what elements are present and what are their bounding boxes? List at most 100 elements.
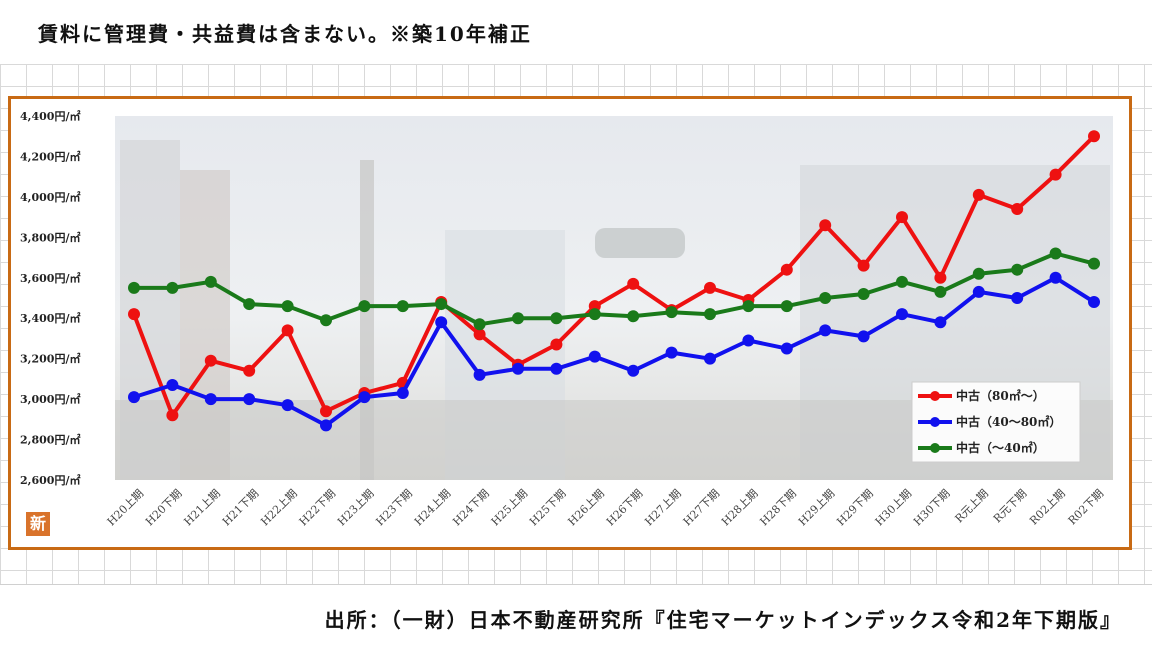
x-tick-label: H30下期 (911, 487, 952, 528)
logo-badge: 新 (26, 512, 50, 536)
series-0-point (972, 188, 985, 201)
series-0-point (166, 409, 179, 422)
series-2-point (896, 275, 908, 288)
x-tick-label: H30上期 (873, 487, 914, 528)
series-2-point (1049, 247, 1062, 260)
x-tick-label: R02上期 (1027, 487, 1068, 528)
series-1-point (281, 399, 294, 412)
series-2-point (473, 318, 486, 331)
series-0-point (896, 211, 908, 224)
series-1-point (1011, 292, 1024, 304)
series-0-point (704, 281, 716, 294)
x-tick-label: H29上期 (796, 487, 837, 528)
series-2-point (396, 300, 409, 313)
x-tick-label: H28上期 (719, 487, 760, 528)
series-1-point (128, 391, 140, 404)
series-2-point (1088, 257, 1100, 270)
series-0-point (550, 338, 563, 351)
series-1-point (243, 393, 256, 406)
series-1-point (972, 285, 985, 298)
series-2-point (704, 308, 716, 321)
series-2-point (588, 308, 601, 321)
x-tick-label: H28下期 (757, 487, 798, 528)
x-tick-label: R元下期 (991, 487, 1029, 525)
series-line-1 (133, 275, 1096, 428)
series-0-point (1088, 130, 1100, 143)
x-tick-label: H21上期 (181, 487, 222, 528)
y-tick-label: 3,400円/㎡ (20, 311, 80, 325)
series-0-point (204, 354, 217, 367)
legend-label-0: 中古（80㎡～） (956, 388, 1045, 403)
series-2-point (665, 306, 678, 319)
series-2-point (627, 310, 640, 323)
series-2-point (128, 281, 140, 294)
y-tick-label: 4,000円/㎡ (20, 190, 80, 204)
y-tick-label: 2,600円/㎡ (20, 473, 80, 487)
series-1-point (473, 368, 486, 381)
series-2-point (358, 300, 371, 313)
series-2-point (512, 312, 524, 325)
series-2-point (281, 300, 294, 313)
series-1-point (780, 342, 793, 355)
series-2-point (166, 281, 179, 294)
series-1-point (166, 378, 179, 391)
series-2-point (780, 300, 793, 313)
series-1-point (588, 350, 601, 363)
series-1-point (1088, 296, 1100, 309)
footer-band (0, 584, 1152, 649)
header-band: 賃料に管理費・共益費は含まない。※築10年補正 (0, 0, 1152, 65)
series-2-point (1011, 263, 1024, 276)
series-1-point (704, 352, 716, 365)
series-1-point (1049, 271, 1062, 284)
x-tick-label: H27下期 (681, 487, 722, 528)
series-0-point (627, 277, 640, 290)
legend-marker-0 (930, 391, 940, 401)
series-2-point (320, 314, 332, 327)
series-2-point (550, 312, 563, 325)
series-0-point (320, 405, 332, 418)
series-2-point (972, 267, 985, 280)
series-1-point (320, 419, 332, 432)
series-1-point (627, 364, 640, 377)
legend: 中古（80㎡～） 中古（40～80㎡） 中古（～40㎡） (911, 381, 1081, 463)
y-tick-label: 3,800円/㎡ (20, 230, 80, 244)
x-tick-label: H26下期 (604, 487, 645, 528)
y-tick-label: 3,000円/㎡ (20, 392, 80, 406)
y-tick-label: 3,200円/㎡ (20, 352, 80, 366)
y-tick-label: 3,600円/㎡ (20, 271, 80, 285)
x-tick-label: R02下期 (1066, 487, 1107, 528)
series-0-point (780, 263, 793, 276)
series-2-point (742, 300, 755, 313)
x-tick-label: H26上期 (565, 487, 606, 528)
series-0-point (1049, 168, 1062, 181)
x-tick-label: H29下期 (834, 487, 875, 528)
x-tick-label: H22下期 (297, 487, 338, 528)
series-1-point (742, 334, 755, 347)
series-1-point (204, 393, 217, 406)
series-0-point (128, 308, 140, 321)
series-1-point (512, 362, 524, 375)
series-2-point (435, 298, 448, 311)
series-2-point (243, 298, 256, 311)
series-1-point (896, 308, 908, 321)
y-tick-label: 4,400円/㎡ (20, 109, 80, 123)
y-tick-label: 2,800円/㎡ (20, 433, 80, 447)
x-tick-label: H23上期 (335, 487, 376, 528)
header-note: 賃料に管理費・共益費は含まない。※築10年補正 (38, 22, 532, 46)
x-tick-label: H20上期 (105, 487, 146, 528)
series-0-point (934, 271, 947, 284)
x-tick-label: H21下期 (220, 487, 261, 528)
series-0-point (243, 364, 256, 377)
x-tick-label: H20下期 (143, 487, 184, 528)
x-tick-label: H23下期 (373, 487, 414, 528)
x-tick-label: H22上期 (258, 487, 299, 528)
x-tick-label: H25上期 (489, 487, 530, 528)
series-1-point (819, 324, 832, 337)
series-0-point (1011, 203, 1024, 216)
series-1-point (435, 316, 448, 329)
series-2-point (857, 287, 870, 300)
x-tick-label: H24上期 (412, 487, 453, 528)
x-tick-label: H27上期 (642, 487, 683, 528)
legend-label-1: 中古（40～80㎡） (956, 414, 1061, 429)
